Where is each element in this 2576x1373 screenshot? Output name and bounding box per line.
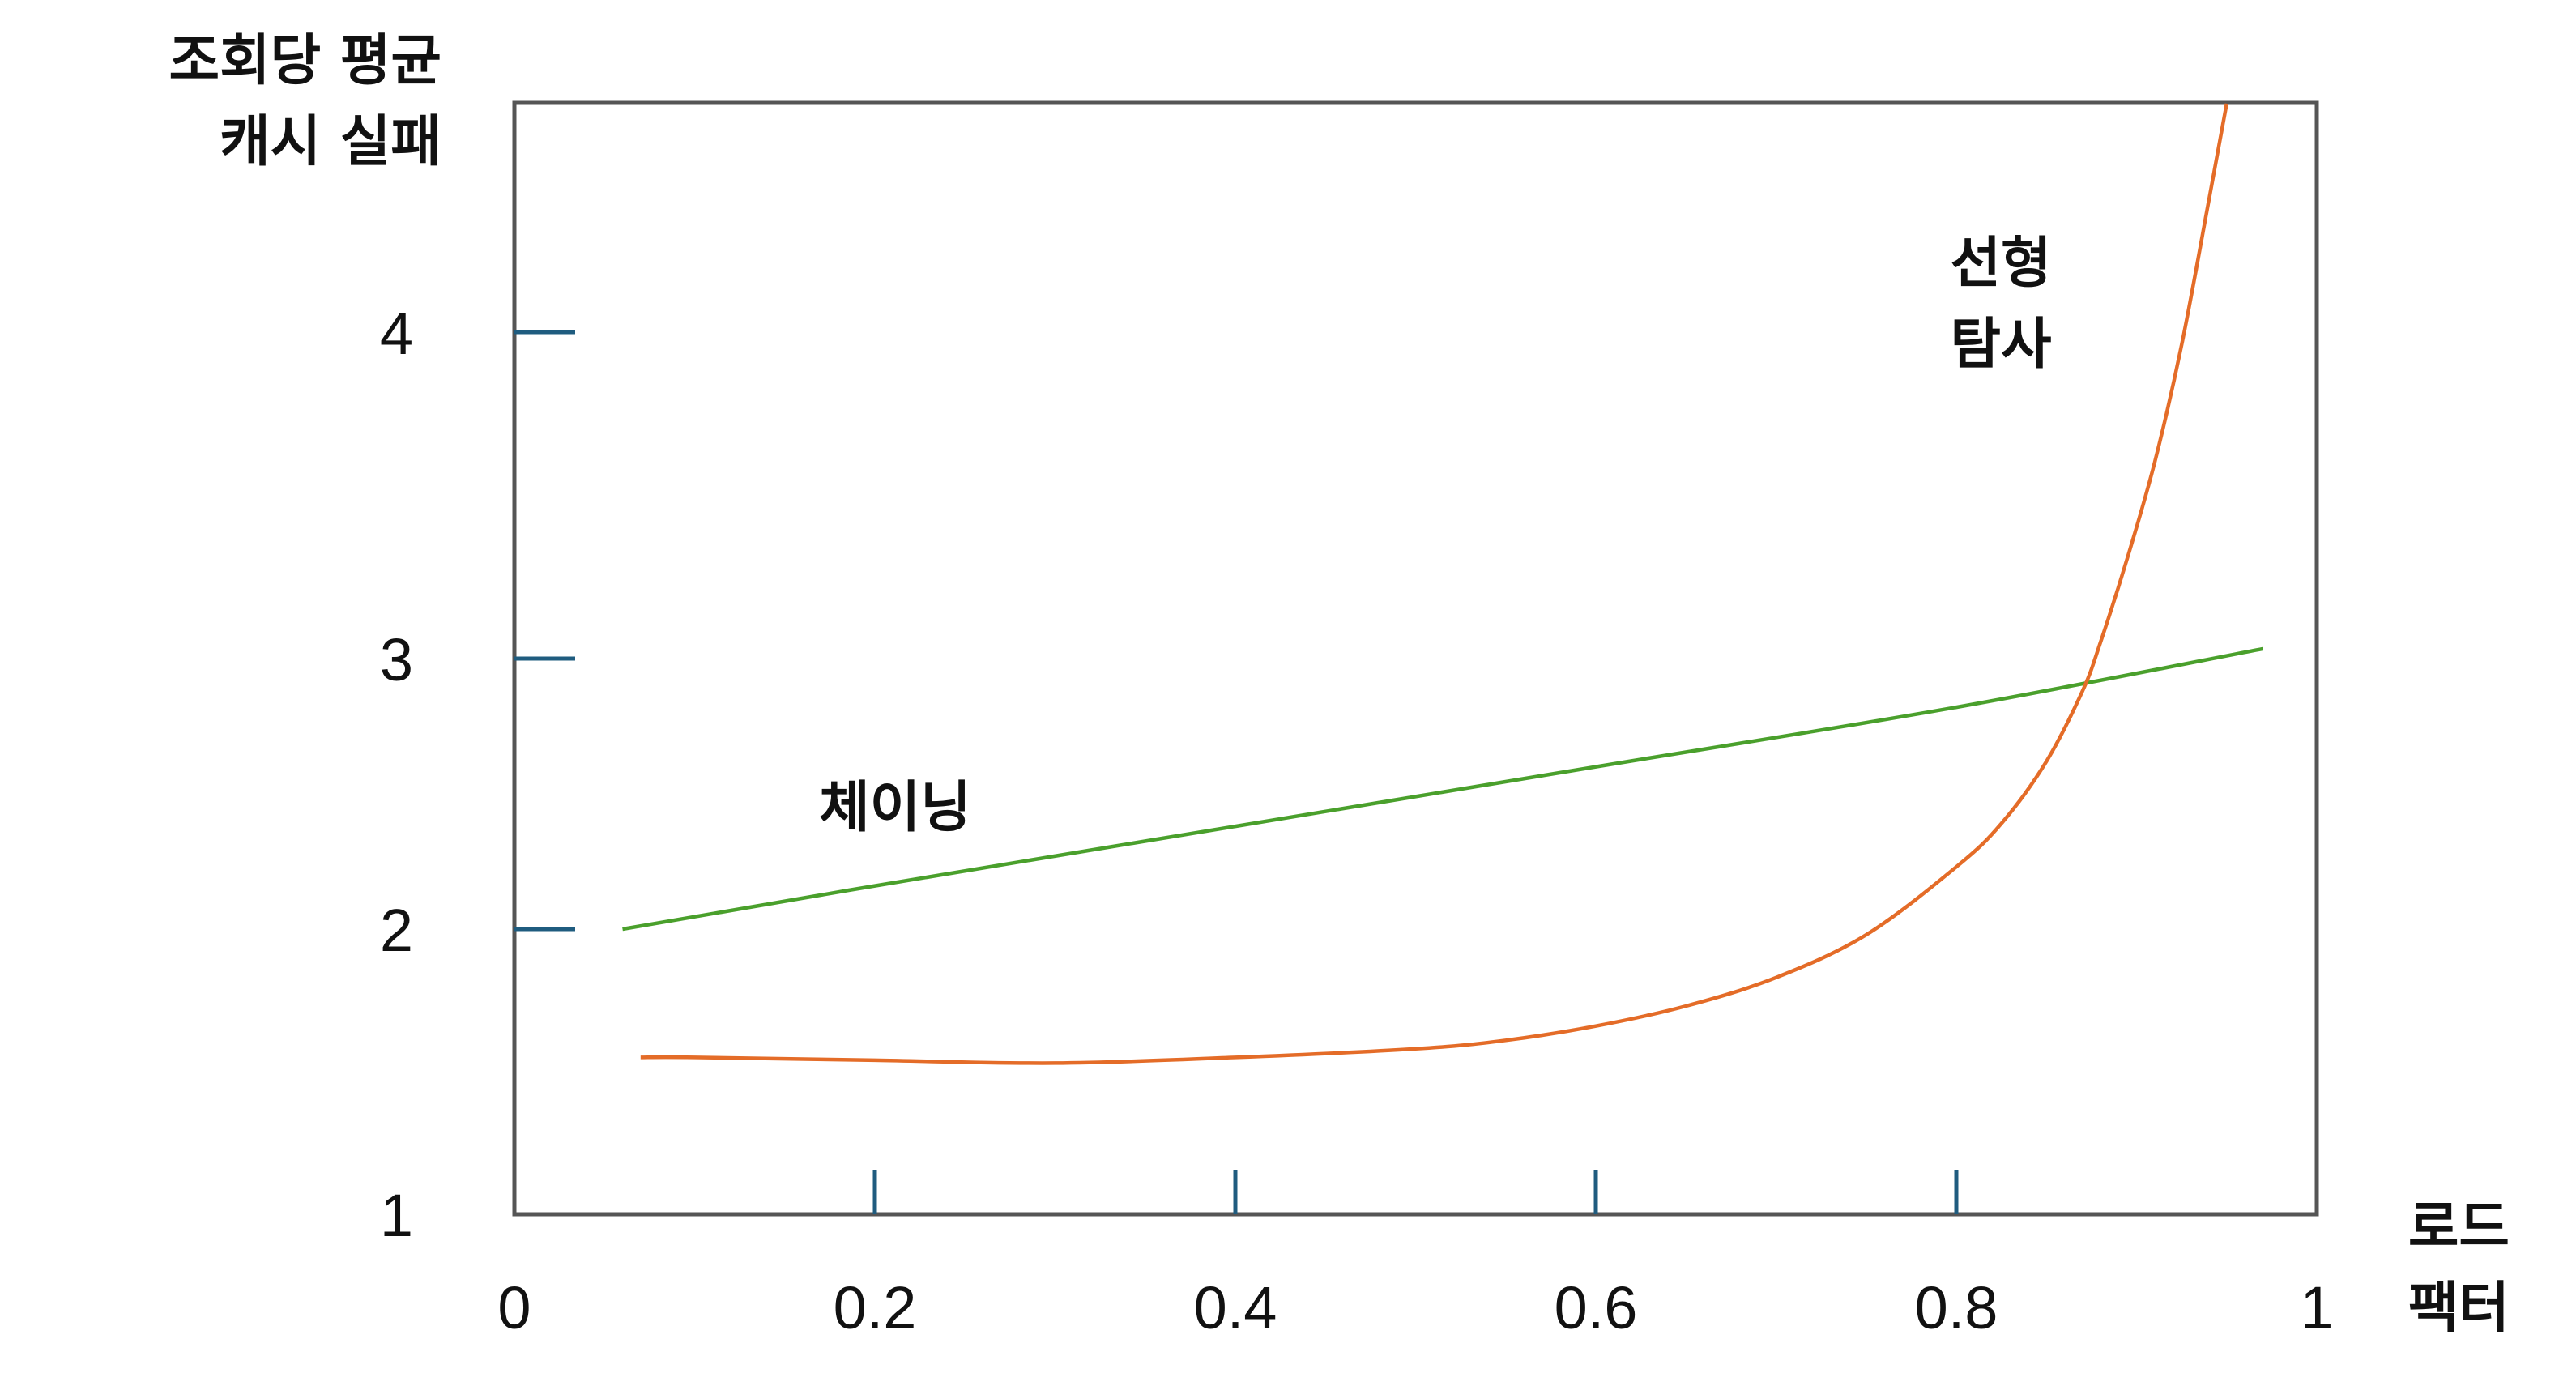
x-tick-label-0-6: 0.6	[1555, 1274, 1638, 1341]
series-line-linear-probing	[640, 103, 2229, 1065]
x-tick-label-0: 0	[497, 1274, 531, 1341]
series-label-linear-probing-line-1: 선형	[1950, 232, 2051, 296]
y-tick-label-2: 2	[380, 897, 413, 964]
series-lines	[622, 103, 2263, 1065]
y-tick-label-3: 3	[380, 626, 413, 693]
x-axis-title-line-2: 팩터	[2408, 1277, 2510, 1341]
series-label-linear-probing-line-2: 탐사	[1950, 313, 2051, 377]
y-axis-title-line-2: 캐시 실패	[220, 110, 441, 174]
x-tick-label-0-8: 0.8	[1915, 1274, 1998, 1341]
series-line-chaining	[622, 646, 2263, 932]
y-tick-label-1: 1	[380, 1182, 413, 1249]
y-axis-title-line-1: 조회당 평균	[169, 29, 441, 93]
x-tick-label-0-2: 0.2	[834, 1274, 917, 1341]
series-label-chaining-line-1: 체이닝	[819, 776, 971, 840]
x-tick-label-0-4: 0.4	[1194, 1274, 1277, 1341]
axis-tick-labels: 1 2 3 4 0 0.2 0.4 0.6 0.8 1	[380, 300, 2334, 1341]
x-tick-label-1: 1	[2300, 1274, 2333, 1341]
x-axis-title-line-1: 로드	[2408, 1196, 2510, 1260]
y-tick-label-4: 4	[380, 300, 413, 367]
axis-ticks	[514, 330, 1959, 1214]
